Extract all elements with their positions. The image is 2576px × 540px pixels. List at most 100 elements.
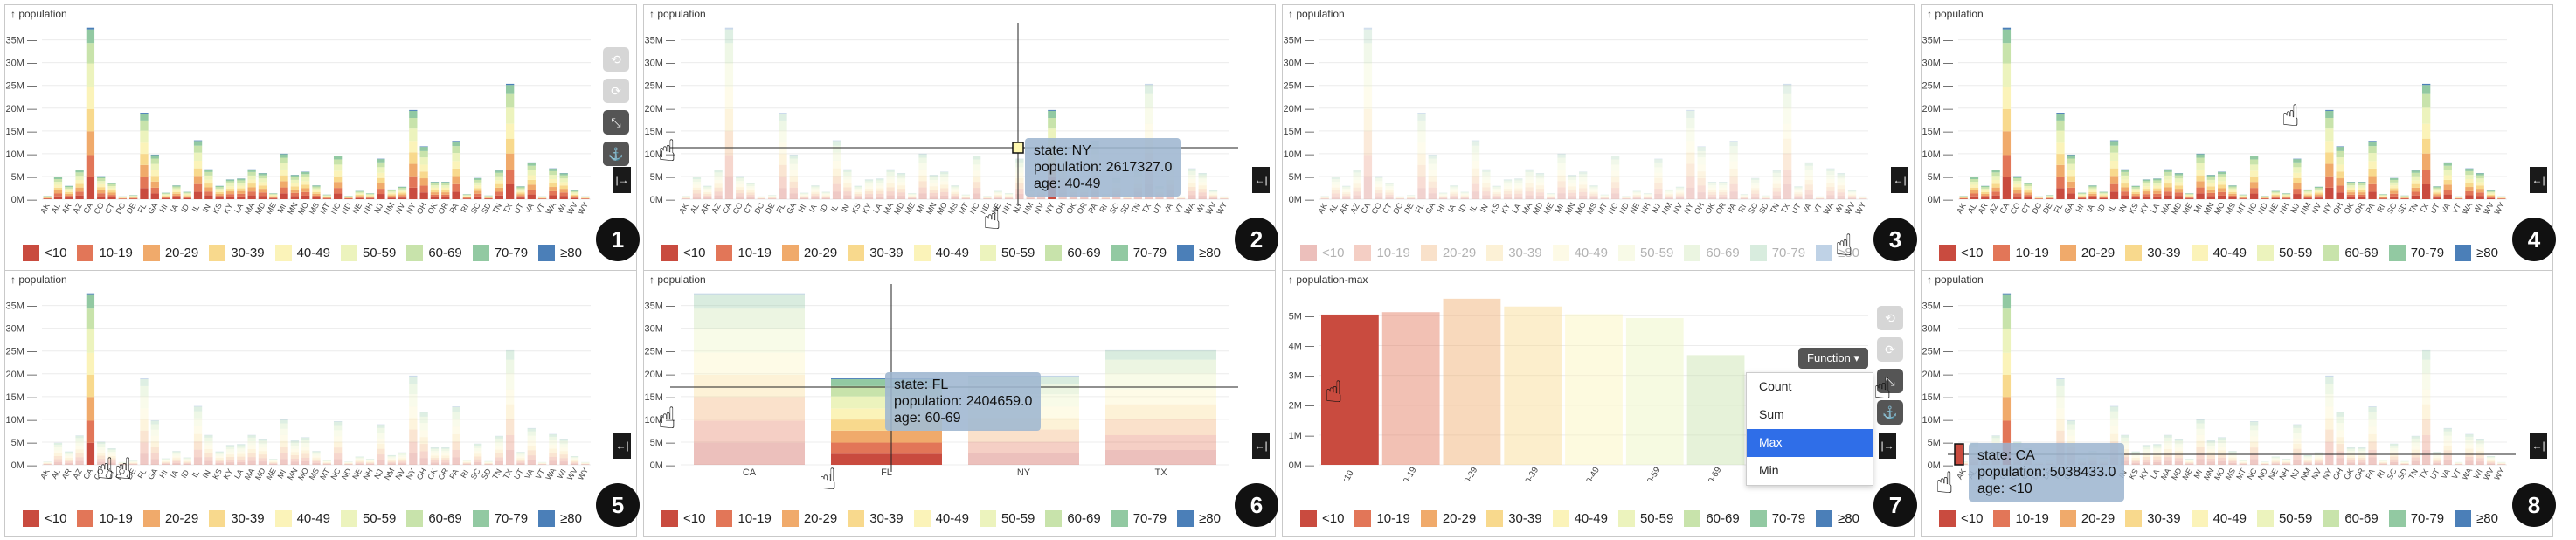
- stacked-bar-chart[interactable]: 0M —5M —10M —15M —20M —25M —30M —35M —AK…: [5, 5, 599, 215]
- legend-item[interactable]: 30-39: [209, 245, 265, 261]
- legend-item[interactable]: 20-29: [2059, 510, 2115, 527]
- redo-icon[interactable]: ⟳: [1877, 337, 1903, 362]
- legend-item[interactable]: ≥80: [1816, 510, 1859, 527]
- legend-item[interactable]: 50-59: [979, 245, 1035, 261]
- legend-item[interactable]: 20-29: [781, 245, 837, 261]
- legend-item[interactable]: <10: [661, 510, 705, 527]
- legend-item[interactable]: 40-49: [274, 510, 330, 527]
- legend-item[interactable]: 70-79: [472, 245, 528, 261]
- legend-item[interactable]: 10-19: [1354, 510, 1410, 527]
- legend-item[interactable]: 40-49: [913, 245, 969, 261]
- expand-icon[interactable]: ←|: [2530, 433, 2547, 459]
- legend-item[interactable]: 20-29: [1420, 245, 1476, 261]
- legend-item[interactable]: 50-59: [1617, 245, 1673, 261]
- legend-item[interactable]: <10: [661, 245, 705, 261]
- legend-item[interactable]: 10-19: [77, 510, 133, 527]
- legend-item[interactable]: ≥80: [1177, 510, 1221, 527]
- expand-icon[interactable]: ←|: [2530, 167, 2547, 193]
- expand-icon[interactable]: ←|: [1891, 167, 1908, 193]
- expand-icon[interactable]: ←|: [613, 433, 631, 459]
- legend-item[interactable]: 60-69: [1045, 245, 1101, 261]
- legend-item[interactable]: 20-29: [142, 510, 198, 527]
- expand-icon[interactable]: |→: [613, 167, 631, 193]
- menu-item-max[interactable]: Max: [1747, 429, 1873, 457]
- menu-item-count[interactable]: Count: [1759, 379, 1792, 393]
- legend-item[interactable]: <10: [1939, 510, 1983, 527]
- legend-item[interactable]: 30-39: [209, 510, 265, 527]
- legend-item[interactable]: 10-19: [1993, 510, 2049, 527]
- legend-item[interactable]: 10-19: [716, 245, 772, 261]
- legend-item[interactable]: 50-59: [1617, 510, 1673, 527]
- legend-item[interactable]: <10: [1939, 245, 1983, 261]
- legend-item[interactable]: ≥80: [538, 510, 582, 527]
- legend-item[interactable]: 40-49: [274, 245, 330, 261]
- legend-item[interactable]: 20-29: [2059, 245, 2115, 261]
- legend-item[interactable]: 60-69: [1684, 510, 1740, 527]
- collapse-icon[interactable]: ⤡: [603, 110, 629, 135]
- menu-item-sum[interactable]: Sum: [1759, 407, 1784, 421]
- legend-item[interactable]: 70-79: [1749, 245, 1805, 261]
- legend-item[interactable]: 50-59: [340, 245, 396, 261]
- stacked-bar-chart[interactable]: 0M —5M —10M —15M —20M —25M —30M —35M —AK…: [5, 271, 599, 481]
- legend-item[interactable]: 70-79: [1111, 510, 1167, 527]
- function-button[interactable]: Function ▾: [1798, 348, 1868, 369]
- legend-item[interactable]: 60-69: [406, 245, 462, 261]
- legend-item[interactable]: 40-49: [1552, 245, 1608, 261]
- legend-item[interactable]: 40-49: [2191, 510, 2247, 527]
- redo-icon[interactable]: ⟳: [603, 79, 629, 103]
- expand-icon[interactable]: ←|: [1252, 167, 1270, 193]
- collapse-icon[interactable]: ⤡: [1877, 369, 1903, 393]
- legend-item[interactable]: ≥80: [538, 245, 582, 261]
- legend-item[interactable]: 30-39: [1486, 510, 1542, 527]
- legend-item[interactable]: ≥80: [1177, 245, 1221, 261]
- legend-item[interactable]: 60-69: [406, 510, 462, 527]
- stacked-bar-chart[interactable]: 0M —5M —10M —15M —20M —25M —30M —35M —AK…: [1922, 5, 2516, 215]
- legend-item[interactable]: 30-39: [2125, 245, 2181, 261]
- anchor-icon[interactable]: ⚓: [1877, 400, 1903, 425]
- stacked-bar-chart[interactable]: 0M —5M —10M —15M —20M —25M —30M —35M —AK…: [1283, 5, 1877, 215]
- legend-item[interactable]: 20-29: [142, 245, 198, 261]
- bar-chart-max[interactable]: 0M —1M —2M —3M —4M —5M —<10 10-19 20-29 30-…: [1283, 271, 1877, 481]
- legend-item[interactable]: 10-19: [77, 245, 133, 261]
- legend-item[interactable]: 50-59: [979, 510, 1035, 527]
- legend-item[interactable]: <10: [23, 245, 66, 261]
- legend-item[interactable]: 50-59: [2256, 245, 2312, 261]
- legend-item[interactable]: 50-59: [340, 510, 396, 527]
- legend-item[interactable]: 60-69: [1045, 510, 1101, 527]
- legend-item[interactable]: ≥80: [2455, 245, 2498, 261]
- legend-item[interactable]: 20-29: [1420, 510, 1476, 527]
- reset-icon[interactable]: ⟲: [1877, 306, 1903, 330]
- expand-icon[interactable]: |→: [1879, 433, 1896, 459]
- legend-item[interactable]: 20-29: [781, 510, 837, 527]
- expand-icon[interactable]: ←|: [1252, 433, 1270, 459]
- legend-item[interactable]: <10: [23, 510, 66, 527]
- legend-item[interactable]: <10: [1300, 510, 1344, 527]
- stacked-bar-chart[interactable]: 0M —5M —10M —15M —20M —25M —30M —35M —AK…: [1922, 271, 2516, 481]
- legend-item[interactable]: 40-49: [913, 510, 969, 527]
- legend-item[interactable]: 30-39: [848, 245, 904, 261]
- legend-item[interactable]: 40-49: [1552, 510, 1608, 527]
- legend-item[interactable]: 30-39: [2125, 510, 2181, 527]
- legend-item[interactable]: 10-19: [716, 510, 772, 527]
- legend-item[interactable]: 60-69: [2323, 245, 2379, 261]
- legend-item[interactable]: 70-79: [1749, 510, 1805, 527]
- legend-item[interactable]: 10-19: [1354, 245, 1410, 261]
- legend-item[interactable]: ≥80: [1816, 245, 1859, 261]
- legend-item[interactable]: 60-69: [1684, 245, 1740, 261]
- legend-item[interactable]: 70-79: [2388, 510, 2444, 527]
- legend-item[interactable]: 60-69: [2323, 510, 2379, 527]
- x-tick-label: NC: [967, 201, 980, 215]
- menu-item-min[interactable]: Min: [1759, 463, 1779, 477]
- legend-item[interactable]: 40-49: [2191, 245, 2247, 261]
- legend-item[interactable]: 70-79: [472, 510, 528, 527]
- anchor-icon[interactable]: ⚓: [603, 142, 629, 166]
- reset-icon[interactable]: ⟲: [603, 47, 629, 72]
- legend-item[interactable]: ≥80: [2455, 510, 2498, 527]
- legend-item[interactable]: 50-59: [2256, 510, 2312, 527]
- legend-item[interactable]: 30-39: [848, 510, 904, 527]
- legend-item[interactable]: 10-19: [1993, 245, 2049, 261]
- legend-item[interactable]: 70-79: [1111, 245, 1167, 261]
- legend-item[interactable]: 70-79: [2388, 245, 2444, 261]
- legend-item[interactable]: <10: [1300, 245, 1344, 261]
- legend-item[interactable]: 30-39: [1486, 245, 1542, 261]
